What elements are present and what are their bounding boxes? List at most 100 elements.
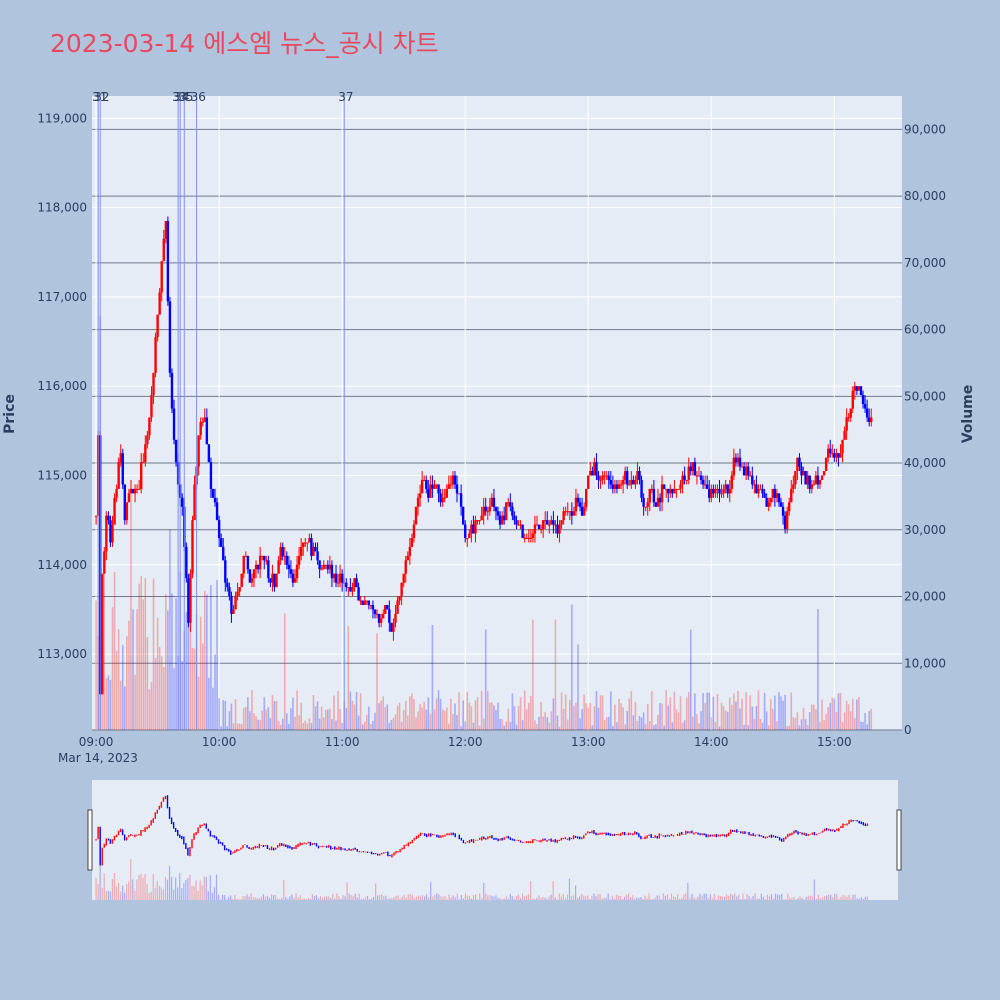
candle-body bbox=[502, 515, 506, 521]
slider-volume-bar bbox=[475, 894, 477, 900]
volume-bar bbox=[244, 706, 247, 730]
candle-body bbox=[166, 221, 170, 302]
volume-bar bbox=[741, 698, 743, 730]
candle-body bbox=[283, 555, 286, 557]
volume-bar bbox=[146, 637, 149, 730]
candle-body bbox=[648, 488, 651, 503]
volume-bar bbox=[355, 691, 358, 730]
candle-body bbox=[615, 484, 619, 489]
slider-volume-bar bbox=[809, 895, 811, 900]
candle-body bbox=[523, 538, 526, 540]
candle-body bbox=[142, 462, 145, 464]
slider-volume-bar bbox=[791, 898, 793, 900]
slider-volume-bar bbox=[564, 898, 566, 900]
slider-volume-bar bbox=[162, 889, 165, 900]
slider-volume-bar bbox=[613, 898, 615, 900]
candle-body bbox=[345, 582, 348, 588]
slider-volume-bar bbox=[546, 898, 548, 900]
volume-bar bbox=[800, 719, 803, 730]
slider-volume-bar bbox=[379, 894, 381, 900]
candle-body bbox=[730, 475, 733, 489]
candle-body bbox=[589, 471, 592, 476]
volume-bar bbox=[792, 717, 795, 730]
volume-bar bbox=[806, 724, 809, 730]
candle-body bbox=[632, 479, 635, 485]
candle-body bbox=[222, 546, 225, 561]
slider-volume-bar bbox=[234, 894, 236, 900]
candle-body bbox=[386, 604, 389, 610]
candle-body bbox=[703, 484, 707, 486]
slider-volume-bar bbox=[470, 898, 473, 900]
volume-bar bbox=[663, 725, 665, 730]
volume-bar bbox=[361, 724, 364, 730]
slider-volume-bar bbox=[236, 898, 238, 900]
volume-bar bbox=[411, 693, 413, 730]
slider-volume-bar bbox=[438, 894, 440, 900]
slider-volume-bar bbox=[723, 896, 726, 900]
slider-left-handle[interactable] bbox=[87, 809, 93, 871]
slider-volume-bar bbox=[626, 894, 628, 900]
slider-volume-bar bbox=[752, 895, 754, 900]
candle-body bbox=[683, 475, 686, 480]
slider-volume-bar bbox=[246, 894, 248, 900]
candle-body bbox=[494, 506, 498, 512]
slider-volume-bar bbox=[650, 899, 652, 900]
candle-body bbox=[181, 497, 184, 507]
slider-volume-bar bbox=[268, 897, 271, 900]
volume-bar bbox=[542, 716, 544, 730]
candle-body bbox=[664, 488, 668, 490]
candle-body bbox=[416, 497, 420, 507]
volume-bar bbox=[720, 702, 723, 730]
slider-volume-bar bbox=[248, 896, 250, 900]
candle-body bbox=[480, 515, 483, 521]
slider-volume-bar bbox=[746, 894, 748, 900]
slider-volume-bar bbox=[630, 897, 632, 900]
candle-body bbox=[500, 515, 504, 525]
range-slider[interactable] bbox=[87, 780, 902, 900]
candle-body bbox=[554, 524, 557, 526]
volume-bar bbox=[538, 716, 540, 730]
slider-volume-bar bbox=[521, 893, 524, 900]
volume-bar bbox=[468, 702, 471, 730]
candle-body bbox=[340, 573, 344, 583]
slider-volume-bar bbox=[799, 896, 801, 900]
volume-bar bbox=[765, 711, 768, 730]
volume-bar bbox=[657, 714, 659, 730]
volume-bar bbox=[491, 702, 493, 730]
volume-bar bbox=[279, 724, 282, 730]
candle-body bbox=[513, 515, 516, 521]
volume-bar bbox=[794, 718, 797, 730]
candle-body bbox=[790, 488, 793, 503]
slider-volume-bar bbox=[785, 899, 787, 900]
slider-volume-bar bbox=[297, 897, 299, 900]
slider-volume-bar bbox=[570, 895, 573, 900]
slider-volume-bar bbox=[101, 887, 103, 900]
candle-body bbox=[720, 493, 723, 495]
candle-body bbox=[418, 493, 422, 498]
candle-body bbox=[689, 466, 692, 472]
slider-volume-bar bbox=[797, 898, 799, 900]
slider-volume-bar bbox=[807, 895, 809, 900]
slider-volume-bar bbox=[130, 859, 132, 900]
volume-bar bbox=[564, 694, 567, 730]
volume-bar bbox=[573, 706, 575, 730]
slider-volume-bar bbox=[175, 877, 177, 900]
slider-volume-bar bbox=[442, 896, 444, 900]
candle-body bbox=[400, 582, 403, 597]
news-marker-label: 36 bbox=[191, 90, 206, 104]
slider-volume-bar bbox=[599, 894, 601, 900]
slider-volume-bar bbox=[358, 893, 360, 900]
time-tick-label: 15:00 bbox=[817, 735, 852, 749]
slider-volume-bar bbox=[603, 897, 605, 900]
candle-body bbox=[531, 533, 535, 539]
candle-body bbox=[763, 493, 766, 498]
price-plot-area[interactable]: 113,000 114,000 115,000 116,000 117,000 118,0… bbox=[37, 90, 946, 749]
slider-volume-bar bbox=[744, 899, 746, 900]
slider-right-handle[interactable] bbox=[896, 809, 902, 871]
slider-volume-bar bbox=[689, 897, 691, 900]
candle-body bbox=[597, 475, 600, 480]
slider-volume-bar bbox=[462, 898, 464, 900]
candle-body bbox=[150, 395, 153, 418]
slider-volume-bar bbox=[364, 897, 367, 900]
